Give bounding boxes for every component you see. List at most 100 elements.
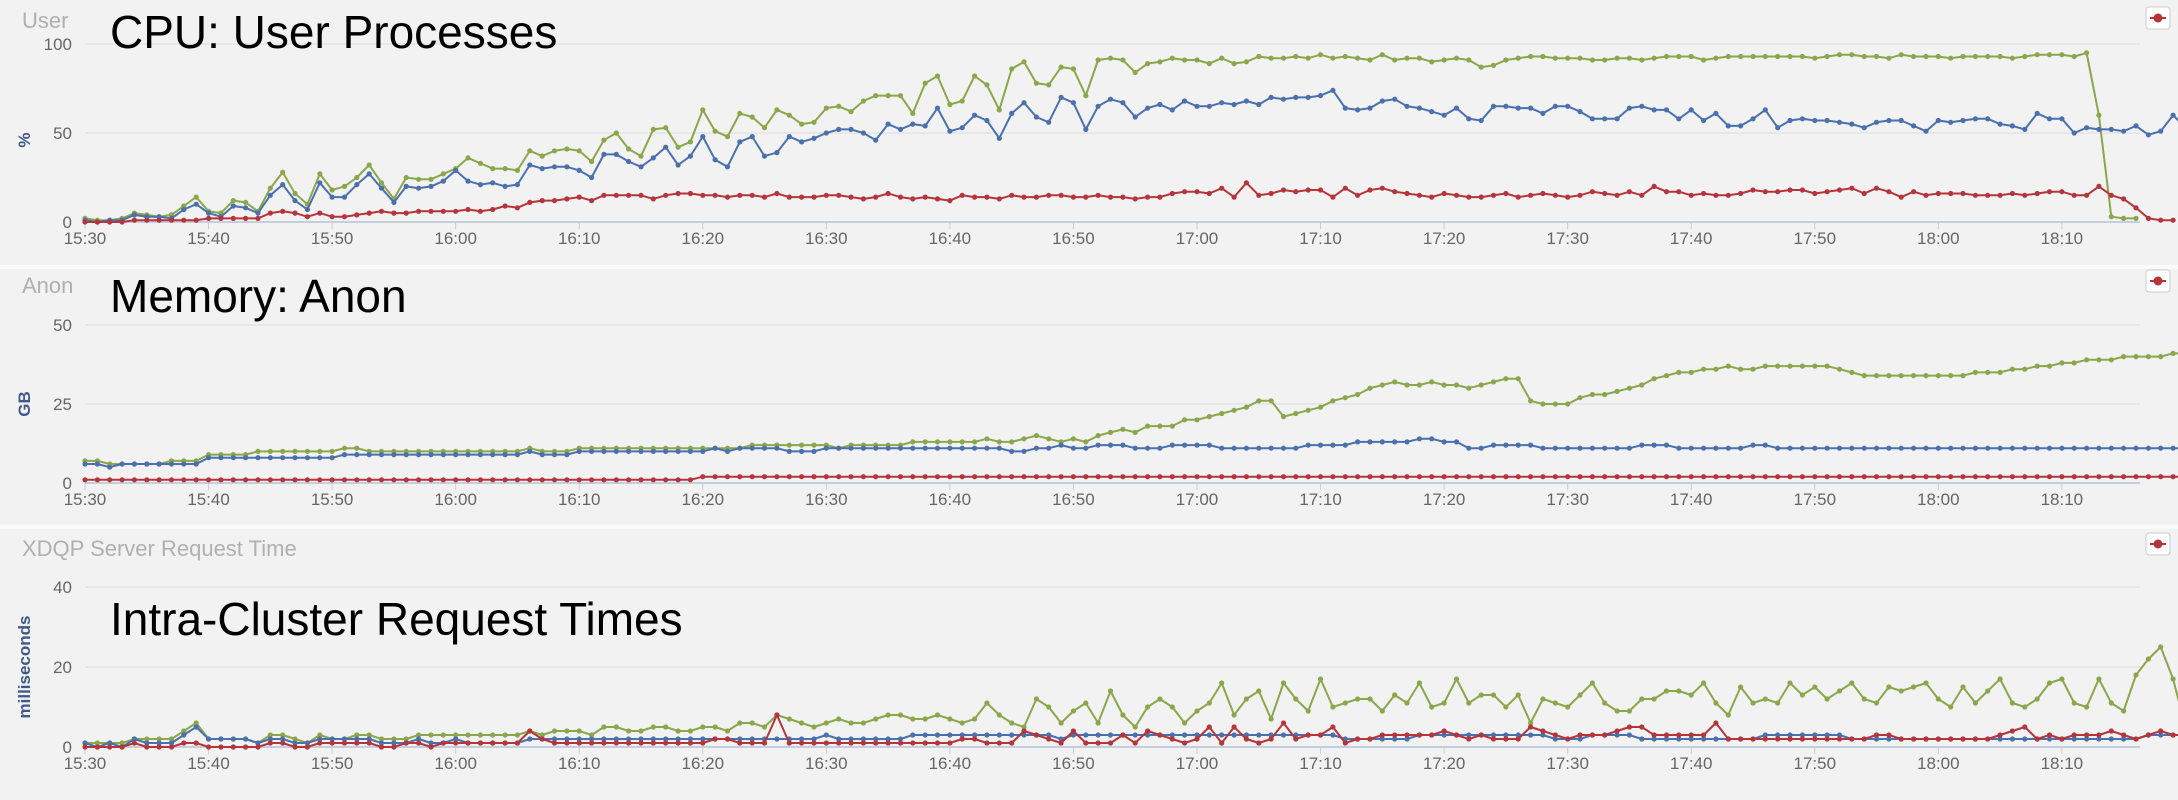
xdqp-request-panel: 0 20 40 15:30 15:40 15:50 16:00 16:10 16:20 16:30…	[0, 529, 2178, 795]
data-point-blue	[1935, 117, 1941, 124]
data-point-green	[477, 732, 483, 738]
data-point-green	[724, 134, 731, 140]
data-point-green	[1985, 53, 1991, 60]
data-point-blue	[1503, 442, 1509, 448]
data-point-blue	[749, 736, 755, 742]
data-point-green	[1602, 700, 1608, 706]
data-point-blue	[2046, 736, 2053, 742]
data-point-blue	[131, 212, 137, 218]
data-point-green	[564, 728, 570, 734]
data-point-green	[1243, 404, 1249, 410]
data-point-green	[1355, 391, 1361, 398]
data-point-red	[1972, 474, 1978, 480]
data-point-blue	[922, 732, 928, 738]
data-point-red	[749, 740, 755, 746]
data-point-blue	[1231, 732, 1237, 738]
data-point-red	[1799, 736, 1805, 742]
x-tick-label: 15:50	[311, 229, 354, 248]
data-point-blue	[243, 736, 249, 742]
data-point-green	[1775, 53, 1781, 60]
data-point-red	[737, 192, 743, 198]
data-point-green	[1145, 423, 1151, 429]
data-point-blue	[1046, 119, 1052, 125]
data-point-green	[1145, 61, 1151, 67]
data-point-red	[329, 740, 335, 746]
data-point-blue	[1997, 445, 2003, 451]
data-point-blue	[737, 139, 743, 145]
data-point-green	[1070, 708, 1076, 714]
data-point-red	[1565, 474, 1571, 480]
data-point-red	[823, 740, 829, 746]
data-point-red	[1120, 194, 1126, 200]
data-point-green	[2059, 360, 2065, 366]
data-point-blue	[650, 736, 656, 742]
x-tick-label: 16:30	[805, 490, 848, 509]
data-point-red	[1972, 736, 1978, 742]
data-point-green	[1046, 704, 1052, 710]
data-point-blue	[848, 736, 854, 742]
cpu-chart-title: CPU: User Processes	[110, 6, 557, 58]
data-point-red	[1565, 736, 1571, 742]
data-point-red	[1651, 732, 1657, 738]
data-point-red	[1503, 736, 1509, 742]
data-point-green	[1256, 53, 1262, 60]
data-point-green	[440, 171, 446, 177]
data-point-green	[2158, 644, 2164, 650]
data-point-green	[959, 439, 965, 445]
x-tick-label: 16:50	[1052, 754, 1095, 773]
data-point-red	[551, 477, 558, 483]
data-point-red	[959, 736, 965, 742]
data-point-red	[378, 744, 385, 750]
data-point-blue	[1948, 445, 1954, 451]
data-point-red	[267, 477, 273, 483]
data-point-blue	[453, 167, 459, 173]
data-point-red	[428, 208, 434, 214]
data-point-green	[922, 80, 928, 86]
data-point-red	[972, 736, 978, 742]
x-tick-label: 16:10	[558, 229, 601, 248]
data-point-red	[712, 474, 718, 480]
data-point-blue	[1552, 736, 1558, 742]
data-point-green	[156, 736, 162, 742]
data-point-blue	[737, 736, 743, 742]
data-point-green	[1626, 708, 1632, 714]
data-point-red	[218, 215, 224, 221]
data-point-blue	[477, 452, 483, 458]
context-menu-icon[interactable]	[2145, 269, 2171, 293]
data-point-green	[1392, 692, 1398, 698]
context-menu-icon[interactable]	[2145, 6, 2171, 30]
data-point-red	[243, 744, 249, 750]
data-point-blue	[1762, 442, 1768, 448]
data-point-blue	[1824, 117, 1830, 124]
data-point-green	[663, 724, 669, 730]
data-point-red	[1997, 192, 2003, 198]
data-point-blue	[1429, 109, 1435, 115]
data-point-red	[687, 477, 694, 483]
x-tick-label: 16:00	[434, 490, 477, 509]
data-point-green	[94, 740, 100, 746]
data-point-blue	[2009, 123, 2015, 129]
data-point-green	[1355, 55, 1361, 61]
data-point-blue	[601, 736, 607, 742]
data-point-blue	[391, 740, 397, 746]
data-point-blue	[267, 192, 273, 198]
data-point-green	[1120, 712, 1126, 718]
data-point-blue	[1836, 732, 1843, 738]
data-point-blue	[168, 461, 175, 467]
data-point-green	[897, 93, 904, 99]
data-point-green	[1441, 382, 1447, 388]
data-point-green	[564, 146, 570, 152]
data-point-red	[514, 740, 521, 746]
data-point-blue	[2046, 445, 2053, 451]
context-menu-icon[interactable]	[2145, 532, 2171, 556]
data-point-green	[1577, 395, 1583, 401]
data-point-red	[1886, 732, 1892, 738]
data-point-blue	[2071, 736, 2077, 742]
data-point-green	[267, 732, 273, 738]
data-point-red	[144, 744, 150, 750]
data-point-red	[391, 744, 397, 750]
data-point-red	[527, 199, 533, 205]
data-point-red	[1935, 736, 1941, 742]
data-point-red	[1552, 474, 1558, 480]
data-point-blue	[1799, 445, 1805, 451]
